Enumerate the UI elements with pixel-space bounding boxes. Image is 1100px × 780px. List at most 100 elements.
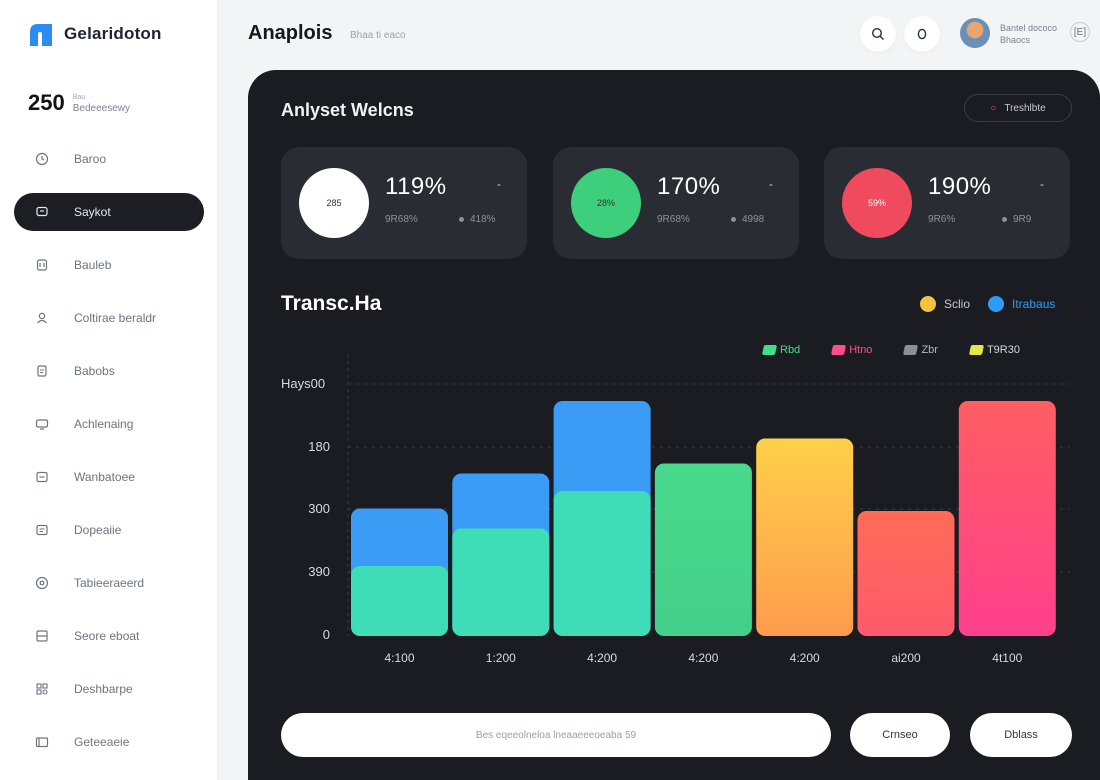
y-tick-label: 390 [308, 564, 330, 579]
panel-title: Anlyset Welcns [281, 100, 414, 120]
avatar[interactable] [960, 18, 990, 48]
secondary-button[interactable]: Crnseo [850, 713, 950, 757]
clock-icon [34, 151, 50, 167]
sidebar-item-label: Saykot [74, 205, 111, 219]
users-icon [34, 310, 50, 326]
profile-menu-icon[interactable]: [E] [1070, 22, 1090, 42]
sidebar-item-4[interactable]: Babobs [14, 352, 204, 390]
logo-icon [30, 24, 52, 46]
chart-legend-series: Rbd Htno Zbr T9R30 [761, 344, 1020, 356]
notification-button[interactable] [904, 16, 940, 52]
kpi-value: 170% [657, 173, 721, 200]
stat-caption-text: Bedeeesewy [72, 103, 130, 114]
legend-label: Rbd [780, 344, 801, 356]
sidebar-item-3[interactable]: Coltirae beraldr [14, 299, 204, 337]
legend-label: Itrabaus [1012, 297, 1056, 311]
user-info[interactable]: Bantel dococo Bhaocs [1000, 22, 1057, 46]
sidebar-item-5[interactable]: Achlenaing [14, 405, 204, 443]
kpi-ring: 285 [299, 168, 369, 238]
y-axis-title: Hays00 [281, 376, 325, 391]
sidebar-item-label: Tabieeraeerd [74, 576, 145, 590]
sidebar-item-10[interactable]: Deshbarpe [14, 670, 204, 708]
top-header: Anaplois Bhaa ti eaco Bantel dococo Bhao… [218, 0, 1100, 70]
stat-caption-small: Bau [72, 94, 86, 101]
x-tick-label: 4:200 [790, 651, 820, 665]
legend-item[interactable]: Rbd [761, 344, 801, 356]
sidebar: Gelaridoton 250 Bau Bedeeesewy Baroo Say… [0, 0, 218, 780]
sidebar-item-11[interactable]: Geteeaeie [14, 723, 204, 761]
search-button[interactable] [860, 16, 896, 52]
sidebar-item-label: Achlenaing [74, 417, 134, 431]
sidebar-item-label: Wanbatoee [74, 470, 135, 484]
kpi-ring-label: 28% [596, 198, 615, 208]
sidebar-item-label: Geteeaeie [74, 735, 130, 749]
sidebar-item-label: Coltirae beraldr [74, 311, 157, 325]
legend-label: Htno [849, 344, 873, 356]
kpi-menu-icon[interactable]: - [769, 177, 773, 191]
kpi-ring-label: 59% [867, 198, 886, 208]
bar [756, 438, 854, 636]
kpi-sub-secondary: 4998 [731, 214, 764, 225]
message-icon [34, 522, 50, 538]
breadcrumb[interactable]: Bhaa ti eaco [350, 30, 406, 41]
bar-chart: Hays00 180 300 390 0 4:100 1:200 4:200 4:200 4:20… [281, 354, 1070, 665]
sidebar-item-7[interactable]: Dopeaiie [14, 511, 204, 549]
search-icon [871, 27, 884, 40]
sidebar-item-8[interactable]: Tabieeraeerd [14, 564, 204, 602]
brand[interactable]: Gelaridoton [28, 22, 162, 46]
kpi-menu-icon[interactable]: - [1040, 177, 1044, 191]
sidebar-item-1[interactable]: Saykot [14, 193, 204, 231]
user-name: Bantel dococo [1000, 23, 1058, 33]
panel-action-label: Treshlbte [1004, 102, 1046, 114]
kpi-sub: 9R68% [385, 214, 418, 225]
sidebar-nav: Baroo Saykot Bauleb Coltirae beraldr Bab… [0, 140, 218, 776]
panel-action-button[interactable]: ○ Treshlbte [964, 94, 1072, 122]
sidebar-item-label: Bauleb [74, 258, 112, 272]
kpi-card-0[interactable]: 285 119% 9R68% 418% - [281, 147, 527, 259]
folder-icon [34, 734, 50, 750]
kpi-menu-icon[interactable]: - [497, 177, 501, 191]
sidebar-item-2[interactable]: Bauleb [14, 246, 204, 284]
primary-button-label: Dblass [1004, 729, 1038, 741]
search-input[interactable]: Bes eqeeolneloa lneaaeeeoeaba 59 [281, 713, 831, 757]
document-icon [34, 363, 50, 379]
secondary-button-label: Crnseo [882, 729, 918, 741]
kpi-value: 119% [385, 173, 447, 200]
primary-button[interactable]: Dblass [970, 713, 1072, 757]
page-title: Anaplois [248, 22, 333, 44]
calendar-icon [34, 257, 50, 273]
bar [654, 463, 752, 636]
x-tick-label: 4:200 [587, 651, 617, 665]
sidebar-item-6[interactable]: Wanbatoee [14, 458, 204, 496]
sidebar-item-label: Baroo [74, 152, 107, 166]
kpi-value: 190% [928, 173, 992, 200]
sidebar-item-0[interactable]: Baroo [14, 140, 204, 178]
bar-lower-segment [452, 528, 550, 636]
search-placeholder: Bes eqeeolneloa lneaaeeeoeaba 59 [475, 729, 637, 741]
legend-item[interactable]: T9R30 [968, 344, 1020, 356]
sidebar-stat: 250 Bau Bedeeesewy [28, 90, 130, 116]
sidebar-item-9[interactable]: Seore eboat [14, 617, 204, 655]
settings-icon [34, 575, 50, 591]
legend-label: Sclio [944, 297, 971, 311]
sidebar-item-label: Babobs [74, 364, 115, 378]
y-tick-label: 300 [308, 501, 330, 516]
x-tick-label: 4t100 [992, 651, 1022, 665]
legend-item[interactable]: Htno [831, 344, 873, 356]
analytics-panel: Anlyset Welcns ○ Treshlbte 285 119% 9R68… [248, 70, 1100, 780]
kpi-card-2[interactable]: 59% 190% 9R6% 9R9 - [824, 147, 1070, 259]
kpi-ring-label: 285 [326, 198, 342, 208]
kpi-sub-secondary: 418% [459, 214, 496, 225]
kpi-card-1[interactable]: 28% 170% 9R68% 4998 - [553, 147, 799, 259]
alert-icon: ○ [990, 102, 997, 114]
bar-lower-segment [351, 566, 448, 636]
sidebar-item-label: Deshbarpe [74, 682, 133, 696]
monitor-icon [34, 416, 50, 432]
legend-item[interactable]: Zbr [903, 344, 938, 356]
bar [958, 401, 1056, 636]
inbox-icon [34, 469, 50, 485]
bar [857, 511, 955, 636]
bar-lower-segment [553, 491, 651, 636]
sidebar-item-label: Seore eboat [74, 629, 140, 643]
